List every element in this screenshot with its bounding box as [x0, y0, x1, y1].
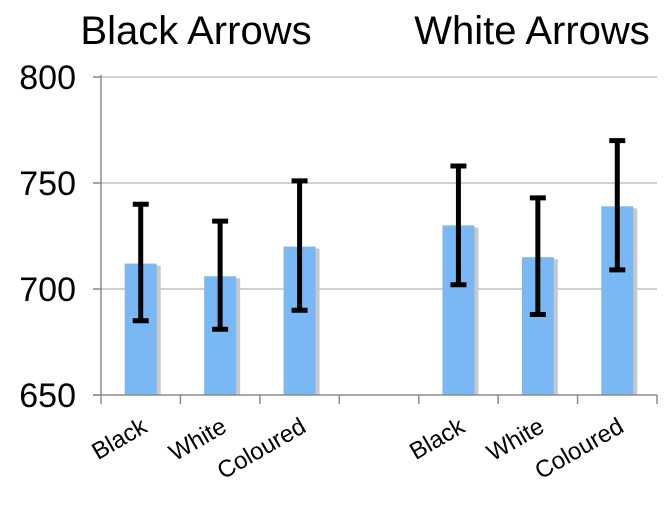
y-tick-label: 800: [19, 59, 76, 97]
error-bar: [529, 195, 546, 317]
error-bar: [291, 178, 308, 313]
error-bar: [609, 138, 626, 273]
y-axis-tick-labels: 650 700 750 800: [19, 59, 76, 415]
y-tick-label: 700: [19, 271, 76, 309]
error-bar: [132, 201, 149, 324]
y-tick-label: 650: [19, 377, 76, 415]
group-title-black-arrows: Black Arrows: [80, 9, 311, 53]
error-bar: [450, 163, 467, 288]
group-titles: Black Arrows White Arrows: [80, 9, 649, 53]
x-tick-label: Coloured: [530, 413, 628, 485]
y-tick-label: 750: [19, 165, 76, 203]
group-title-white-arrows: White Arrows: [414, 9, 650, 53]
x-tick-label: Black: [405, 412, 470, 465]
error-bar: [212, 218, 229, 332]
axes: [93, 75, 658, 404]
x-tick-label: Coloured: [213, 413, 311, 485]
x-tick-label: Black: [87, 412, 152, 465]
error-bars: [132, 138, 626, 332]
gridlines: [93, 76, 657, 290]
bars: [124, 206, 638, 395]
